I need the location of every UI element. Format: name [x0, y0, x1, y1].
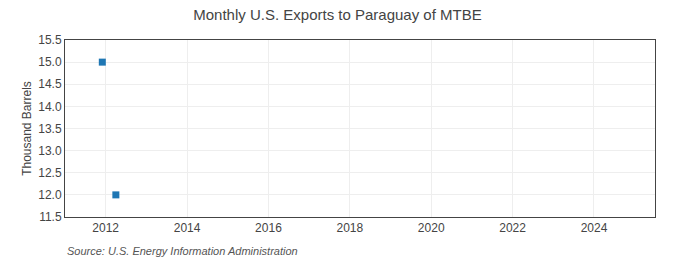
- svg-text:12.5: 12.5: [38, 166, 62, 180]
- svg-text:Thousand Barrels: Thousand Barrels: [20, 81, 34, 176]
- svg-text:15.5: 15.5: [38, 33, 62, 47]
- svg-text:Monthly U.S. Exports to Paragu: Monthly U.S. Exports to Paraguay of MTBE: [193, 6, 481, 23]
- svg-text:2018: 2018: [336, 221, 363, 235]
- svg-text:14.0: 14.0: [38, 100, 62, 114]
- svg-text:2024: 2024: [581, 221, 608, 235]
- svg-text:13.0: 13.0: [38, 144, 62, 158]
- svg-text:2014: 2014: [174, 221, 201, 235]
- svg-text:13.5: 13.5: [38, 122, 62, 136]
- svg-text:11.5: 11.5: [39, 210, 62, 224]
- svg-text:15.0: 15.0: [38, 55, 62, 69]
- svg-text:2016: 2016: [255, 221, 282, 235]
- svg-text:14.5: 14.5: [38, 77, 62, 91]
- svg-text:2012: 2012: [92, 221, 119, 235]
- svg-text:2022: 2022: [499, 221, 526, 235]
- svg-text:12.0: 12.0: [38, 188, 62, 202]
- svg-text:2020: 2020: [418, 221, 445, 235]
- svg-text:Source: U.S. Energy Informatio: Source: U.S. Energy Information Administ…: [67, 245, 298, 257]
